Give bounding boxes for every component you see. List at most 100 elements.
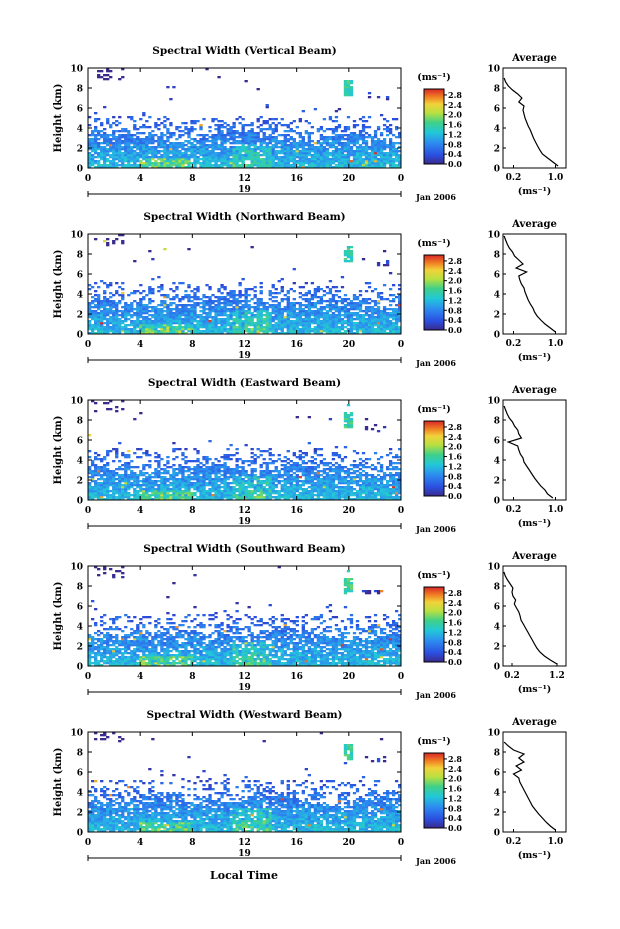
heatmap-cell [271,140,275,143]
heatmap-cell [163,328,167,331]
heatmap-cell [283,488,287,491]
heatmap-cell [145,494,149,497]
heatmap-cell [145,140,149,143]
heatmap-cell [106,486,110,489]
heatmap-cell [109,142,113,145]
heatmap-cell [208,286,212,289]
heatmap-cell [202,310,206,313]
heatmap-cell [370,332,375,335]
heatmap-cell [373,318,378,321]
heatmap-cell [265,476,269,479]
heatmap-cell [130,302,134,305]
heatmap-cell [298,314,302,317]
heatmap-cell [130,158,134,161]
heatmap-cell [118,150,122,153]
heatmap-cell [94,144,98,147]
heatmap-cell [157,460,161,463]
heatmap-cell [325,164,330,167]
heatmap-cell [214,492,218,495]
heatmap-cell [199,482,203,485]
heatmap-cell [136,326,140,329]
heatmap-cell [256,330,260,333]
heatmap-cell [109,306,113,309]
heatmap-cell [190,314,194,317]
heatmap-cell [232,296,236,299]
heatmap-cell [397,146,402,149]
heatmap-cell [247,130,251,133]
heatmap-cell [268,490,272,493]
heatmap-cell [199,322,203,325]
heatmap-cell [259,330,263,333]
heatmap-cell [286,304,290,307]
heatmap-cell [238,134,242,137]
heatmap-cell [88,306,92,309]
heatmap-cell [331,154,336,157]
heatmap-cell [250,470,254,473]
heatmap-cell [205,318,209,321]
heatmap-cell [292,268,296,271]
heatmap-cell [199,306,203,309]
heatmap-cell [94,148,98,151]
heatmap-cell [205,158,209,161]
heatmap-cell [373,162,378,165]
heatmap-cell [268,474,272,477]
heatmap-cell [340,166,345,169]
heatmap-cell [358,318,363,321]
heatmap-cell [115,330,119,333]
heatmap-cell [271,306,275,309]
heatmap-cell [91,496,95,499]
heatmap-cell [112,130,116,133]
heatmap-cell [241,316,245,319]
heatmap-cell [322,160,327,163]
heatmap-cell [343,298,348,301]
heatmap-cell [337,164,342,167]
heatmap-cell [301,320,305,323]
heatmap-cell [268,480,272,483]
heatmap-cell [148,298,152,301]
heatmap-cell [397,156,402,159]
heatmap-cell [355,330,360,333]
heatmap-cell [295,148,299,151]
heatmap-cell [349,80,354,83]
heatmap-cell [106,472,110,475]
heatmap-cell [394,126,399,129]
heatmap-cell [334,294,339,297]
heatmap-cell [154,474,158,477]
heatmap-cell [97,492,101,495]
heatmap-cell [175,128,179,131]
heatmap-cell [289,330,293,333]
heatmap-cell [229,160,233,163]
heatmap-cell [181,330,185,333]
heatmap-cell [178,472,182,475]
heatmap-cell [229,152,233,155]
heatmap-cell [295,162,299,165]
heatmap-cell [355,324,360,327]
heatmap-cell [112,496,116,499]
heatmap-cell [331,324,336,327]
heatmap-cell [310,146,315,149]
heatmap-cell [115,468,119,471]
heatmap-cell [244,140,248,143]
heatmap-cell [235,478,239,481]
heatmap-cell [349,316,354,319]
heatmap-cell [370,154,375,157]
heatmap-cell [283,492,287,495]
heatmap-cell [154,496,158,499]
heatmap-cell [226,498,230,501]
heatmap-cell [124,324,128,327]
heatmap-cell [271,460,275,463]
heatmap-cell [88,332,92,335]
heatmap-cell [241,466,245,469]
heatmap-cell [295,332,299,335]
heatmap-cell [217,494,221,497]
heatmap-cell [217,296,221,299]
heatmap-cell [205,316,209,319]
heatmap-cell [334,320,339,323]
heatmap-cell [118,234,122,237]
heatmap-cell [361,120,366,123]
heatmap-cell [316,328,321,331]
heatmap-cell [310,314,315,317]
heatmap-cell [391,162,396,165]
heatmap-cell [223,286,227,289]
heatmap-cell [391,144,396,147]
